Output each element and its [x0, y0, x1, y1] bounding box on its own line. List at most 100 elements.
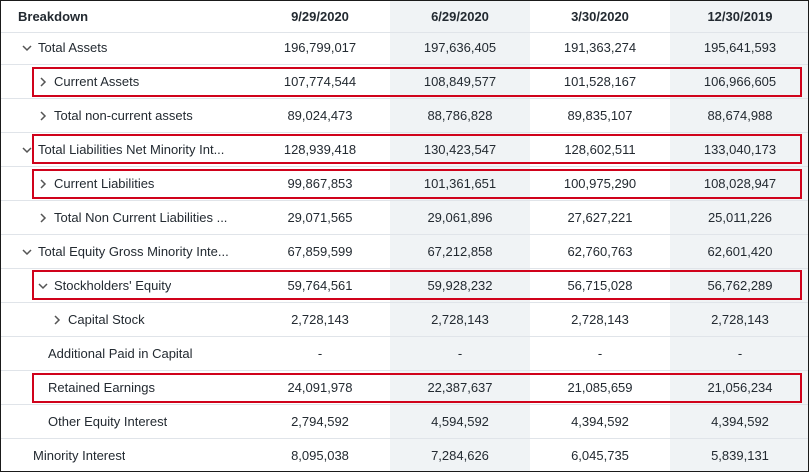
- row-label-text: Total Equity Gross Minority Inte...: [38, 244, 229, 259]
- table-row[interactable]: Total Assets 196,799,017 197,636,405 191,36…: [1, 31, 808, 65]
- chevron-down-icon-glyph: [22, 248, 32, 255]
- chevron-right-icon[interactable]: [51, 314, 63, 326]
- table-row[interactable]: Total non-current assets 89,024,473 88,786…: [1, 99, 808, 133]
- chevron-right-icon-glyph: [40, 212, 47, 223]
- value-cell-1: 89,024,473: [287, 108, 353, 123]
- table-row[interactable]: Capital Stock 2,728,143 2,728,143 2,728,143…: [1, 303, 808, 337]
- value-cell-1: 59,764,561: [287, 278, 353, 293]
- chevron-down-icon[interactable]: [37, 280, 49, 292]
- value-cell-4: 108,028,947: [703, 176, 777, 191]
- value-cell-1: 2,794,592: [291, 414, 349, 429]
- date-header-1: 9/29/2020: [291, 9, 349, 24]
- value-cell-3: -: [597, 346, 603, 361]
- chevron-down-icon[interactable]: [21, 246, 33, 258]
- value-cell-2: 4,594,592: [431, 414, 489, 429]
- table-row[interactable]: Total Liabilities Net Minority Int... 128…: [1, 133, 808, 167]
- row-label-text: Capital Stock: [68, 312, 145, 327]
- value-cell-3: 4,394,592: [571, 414, 629, 429]
- value-cell-1: 99,867,853: [287, 176, 353, 191]
- row-label-total-non-current-liabilities[interactable]: Total Non Current Liabilities ...: [1, 201, 236, 234]
- value-cell-3: 101,528,167: [563, 74, 637, 89]
- value-cell-3: 27,627,221: [567, 210, 633, 225]
- row-label-total-assets[interactable]: Total Assets: [1, 31, 236, 64]
- chevron-right-icon-stroke: [40, 110, 47, 121]
- chevron-down-icon[interactable]: [21, 144, 33, 156]
- row-label-text: Total Liabilities Net Minority Int...: [38, 142, 225, 157]
- value-cell-3: 2,728,143: [571, 312, 629, 327]
- chevron-right-icon-stroke: [40, 76, 47, 87]
- row-label-text: Other Equity Interest: [48, 414, 168, 429]
- row-label-other-equity-interest: Other Equity Interest: [1, 405, 236, 438]
- chevron-down-icon-stroke: [22, 146, 32, 153]
- value-cell-3: 21,085,659: [567, 380, 633, 395]
- table-row[interactable]: Total Equity Gross Minority Inte... 67,85…: [1, 235, 808, 269]
- value-cell-3: 62,760,763: [567, 244, 633, 259]
- row-label-total-equity-gross-minority-inte[interactable]: Total Equity Gross Minority Inte...: [1, 235, 236, 268]
- table-row[interactable]: Total Non Current Liabilities ... 29,071,…: [1, 201, 808, 235]
- value-cell-4: 88,674,988: [707, 108, 773, 123]
- value-cell-1: 8,095,038: [291, 448, 349, 463]
- row-label-text: Total non-current assets: [54, 108, 193, 123]
- value-cell-1: 24,091,978: [287, 380, 353, 395]
- date-header-4: 12/30/2019: [707, 9, 773, 24]
- value-cell-2: 67,212,858: [427, 244, 493, 259]
- row-label-text: Total Assets: [38, 40, 108, 55]
- value-cell-4: 62,601,420: [707, 244, 773, 259]
- chevron-down-icon-stroke: [38, 282, 48, 289]
- chevron-down-icon-stroke: [22, 44, 32, 51]
- chevron-down-icon-glyph: [38, 282, 48, 289]
- value-cell-3: 100,975,290: [563, 176, 637, 191]
- value-cell-2: 7,284,626: [431, 448, 489, 463]
- value-cell-4: 133,040,173: [703, 142, 777, 157]
- value-cell-2: 2,728,143: [431, 312, 489, 327]
- row-label-text: Minority Interest: [33, 448, 126, 463]
- value-cell-4: 195,641,593: [703, 40, 777, 55]
- chevron-right-icon[interactable]: [37, 110, 49, 122]
- chevron-right-icon-stroke: [54, 314, 61, 325]
- table-row[interactable]: Current Assets 107,774,544 108,849,577 101,…: [1, 65, 808, 99]
- row-label-current-assets[interactable]: Current Assets: [1, 65, 236, 98]
- table-row: Other Equity Interest 2,794,592 4,594,592 4…: [1, 405, 808, 439]
- chevron-down-icon-glyph: [22, 44, 32, 51]
- chevron-down-icon[interactable]: [21, 42, 33, 54]
- value-cell-1: 2,728,143: [291, 312, 349, 327]
- value-cell-2: 29,061,896: [427, 210, 493, 225]
- row-label-text: Current Assets: [54, 74, 140, 89]
- row-label-text: Current Liabilities: [54, 176, 155, 191]
- value-cell-2: 59,928,232: [427, 278, 493, 293]
- row-label-text: Additional Paid in Capital: [48, 346, 193, 361]
- table-header-row: Breakdown 9/29/2020 6/29/2020 3/30/2020 …: [1, 1, 808, 33]
- value-cell-4: -: [737, 346, 743, 361]
- chevron-right-icon-glyph: [40, 76, 47, 87]
- chevron-right-icon[interactable]: [37, 178, 49, 190]
- row-label-stockholders-equity[interactable]: Stockholders' Equity: [1, 269, 236, 302]
- value-cell-1: 107,774,544: [283, 74, 357, 89]
- chevron-right-icon-glyph: [40, 178, 47, 189]
- value-cell-1: -: [317, 346, 323, 361]
- column-shade-2: [390, 1, 530, 471]
- table-row[interactable]: Stockholders' Equity 59,764,561 59,928,232…: [1, 269, 808, 303]
- value-cell-3: 191,363,274: [563, 40, 637, 55]
- row-label-total-liabilities-net-minority-int[interactable]: Total Liabilities Net Minority Int...: [1, 133, 236, 166]
- date-header-3: 3/30/2020: [571, 9, 629, 24]
- value-cell-2: 197,636,405: [423, 40, 497, 55]
- value-cell-2: 108,849,577: [423, 74, 497, 89]
- row-label-capital-stock[interactable]: Capital Stock: [1, 303, 236, 336]
- value-cell-1: 29,071,565: [287, 210, 353, 225]
- row-label-current-liabilities[interactable]: Current Liabilities: [1, 167, 236, 200]
- value-cell-4: 4,394,592: [711, 414, 769, 429]
- value-cell-2: 88,786,828: [427, 108, 493, 123]
- value-cell-3: 128,602,511: [564, 142, 636, 157]
- row-label-text: Total Non Current Liabilities ...: [54, 210, 228, 225]
- row-label-minority-interest: Minority Interest: [1, 439, 236, 471]
- value-cell-4: 2,728,143: [711, 312, 769, 327]
- chevron-right-icon[interactable]: [37, 212, 49, 224]
- table-row[interactable]: Current Liabilities 99,867,853 101,361,651…: [1, 167, 808, 201]
- row-label-text: Retained Earnings: [48, 380, 155, 395]
- chevron-right-icon[interactable]: [37, 76, 49, 88]
- chevron-right-icon-glyph: [54, 314, 61, 325]
- chevron-right-icon-stroke: [40, 178, 47, 189]
- row-label-total-non-current-assets[interactable]: Total non-current assets: [1, 99, 236, 132]
- value-cell-4: 25,011,226: [707, 210, 773, 225]
